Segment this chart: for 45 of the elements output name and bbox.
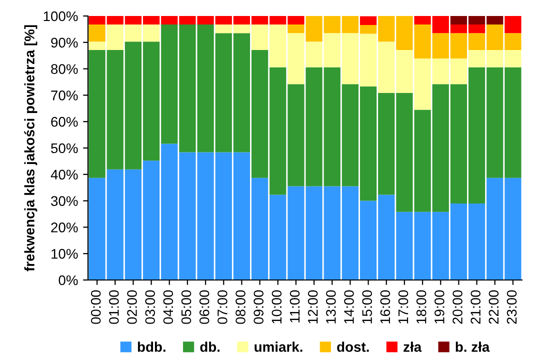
y-tick-label: 100% bbox=[44, 11, 78, 22]
x-tick-label: 07:00 bbox=[218, 290, 228, 324]
legend-label: b. zła bbox=[456, 342, 490, 352]
x-tick-label: 17:00 bbox=[398, 290, 408, 324]
x-tick-label: 19:00 bbox=[434, 290, 444, 324]
legend-label: zła bbox=[404, 342, 422, 352]
y-tick-label: 10% bbox=[52, 248, 78, 259]
bar bbox=[504, 16, 522, 34]
x-tick-label: 13:00 bbox=[326, 290, 336, 324]
x-tick-label: 23:00 bbox=[506, 290, 517, 324]
x-tick-label: 02:00 bbox=[127, 290, 137, 324]
x-tick-label: 18:00 bbox=[416, 290, 426, 324]
x-tick-label: 06:00 bbox=[199, 290, 210, 324]
legend-label: bdb. bbox=[138, 342, 166, 352]
y-tick-label: 0% bbox=[58, 275, 78, 286]
bar bbox=[88, 24, 106, 42]
x-tick-label: 10:00 bbox=[272, 290, 282, 324]
x-tick-label: 16:00 bbox=[380, 290, 390, 324]
x-tick-label: 14:00 bbox=[344, 290, 354, 324]
x-tick-label: 08:00 bbox=[236, 290, 246, 324]
bar bbox=[360, 16, 377, 25]
x-tick-label: 00:00 bbox=[90, 290, 101, 324]
x-tick-label: 01:00 bbox=[109, 290, 119, 324]
y-tick-label: 50% bbox=[51, 143, 78, 154]
y-tick-label: 90% bbox=[51, 38, 78, 48]
y-tick-label: 70% bbox=[51, 90, 78, 100]
y-axis-title: frekwencja klas jakości powietrza [%] bbox=[24, 25, 38, 272]
x-tick-label: 03:00 bbox=[145, 290, 156, 324]
legend-label: umiark. bbox=[254, 342, 302, 352]
x-tick-label: 04:00 bbox=[163, 290, 174, 324]
x-tick-label: 09:00 bbox=[254, 290, 264, 324]
y-tick-label: 80% bbox=[51, 64, 78, 74]
x-tick-label: 05:00 bbox=[181, 290, 192, 324]
x-tick-label: 20:00 bbox=[452, 290, 462, 324]
legend-label: db. bbox=[200, 342, 220, 352]
y-tick-label: 40% bbox=[50, 170, 78, 180]
x-tick-label: 11:00 bbox=[290, 290, 300, 322]
x-tick-label: 21:00 bbox=[470, 290, 481, 324]
x-tick-label: 22:00 bbox=[488, 290, 499, 324]
x-tick-label: 15:00 bbox=[362, 290, 372, 324]
y-tick-label: 30% bbox=[51, 196, 78, 206]
y-tick-label: 20% bbox=[51, 222, 78, 232]
x-tick-label: 12:00 bbox=[308, 290, 318, 324]
y-tick-label: 60% bbox=[51, 116, 78, 127]
legend-label: dost. bbox=[337, 342, 369, 352]
